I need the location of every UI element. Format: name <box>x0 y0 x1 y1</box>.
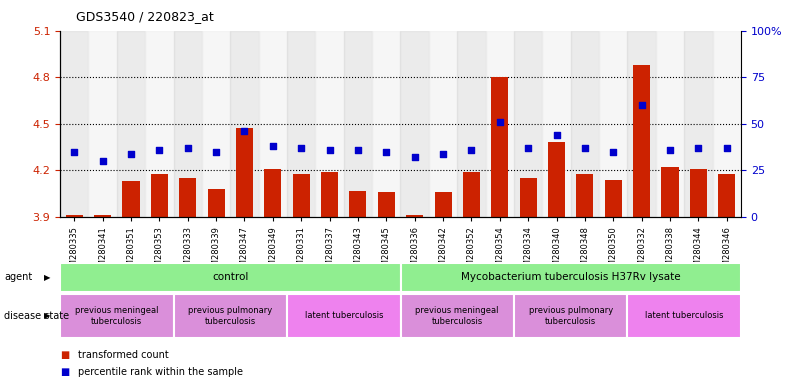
Point <box>295 145 308 151</box>
Point <box>692 145 705 151</box>
Bar <box>321 172 338 384</box>
Bar <box>514 31 542 217</box>
Point <box>607 149 620 155</box>
Point <box>181 145 194 151</box>
Point <box>493 119 506 125</box>
Text: percentile rank within the sample: percentile rank within the sample <box>78 367 243 377</box>
Bar <box>151 174 168 384</box>
Point <box>267 143 280 149</box>
Bar <box>292 174 310 384</box>
Bar <box>457 31 485 217</box>
Bar <box>429 31 457 217</box>
Bar <box>485 31 514 217</box>
Text: transformed count: transformed count <box>78 350 168 360</box>
Text: disease state: disease state <box>4 311 69 321</box>
Bar <box>406 215 423 384</box>
Text: agent: agent <box>4 272 32 283</box>
Text: ▶: ▶ <box>44 311 50 320</box>
Text: ■: ■ <box>60 367 70 377</box>
Text: latent tuberculosis: latent tuberculosis <box>304 311 383 320</box>
Bar <box>349 190 366 384</box>
Text: previous meningeal
tuberculosis: previous meningeal tuberculosis <box>75 306 159 326</box>
Point <box>635 102 648 108</box>
Point <box>68 149 81 155</box>
Point <box>238 128 251 134</box>
Bar <box>259 31 287 217</box>
Bar <box>599 31 627 217</box>
Point <box>96 158 109 164</box>
Point <box>153 147 166 153</box>
Bar <box>548 142 565 384</box>
Point <box>125 151 138 157</box>
Bar <box>627 31 656 217</box>
Bar <box>95 215 111 384</box>
Bar <box>718 174 735 384</box>
Text: previous meningeal
tuberculosis: previous meningeal tuberculosis <box>416 306 499 326</box>
Bar <box>577 174 594 384</box>
Point <box>380 149 392 155</box>
Bar <box>88 31 117 217</box>
Bar <box>690 169 706 384</box>
Point <box>323 147 336 153</box>
Text: control: control <box>212 272 248 283</box>
Bar <box>236 129 253 384</box>
Bar <box>60 31 88 217</box>
Bar <box>605 180 622 384</box>
Text: ▶: ▶ <box>44 273 50 282</box>
Point <box>465 147 478 153</box>
Bar <box>231 31 259 217</box>
Bar <box>66 215 83 384</box>
Bar <box>633 65 650 384</box>
Text: previous pulmonary
tuberculosis: previous pulmonary tuberculosis <box>529 306 613 326</box>
Bar <box>207 189 224 384</box>
Bar <box>117 31 145 217</box>
Bar <box>344 31 372 217</box>
Point <box>550 132 563 138</box>
Text: GDS3540 / 220823_at: GDS3540 / 220823_at <box>76 10 214 23</box>
Bar <box>434 192 452 384</box>
Bar <box>145 31 174 217</box>
Point <box>409 154 421 161</box>
Point <box>663 147 676 153</box>
Bar <box>287 31 316 217</box>
Bar <box>123 181 139 384</box>
Bar <box>542 31 570 217</box>
Bar <box>713 31 741 217</box>
Bar <box>400 31 429 217</box>
Point <box>521 145 534 151</box>
Bar <box>202 31 231 217</box>
Bar <box>520 178 537 384</box>
Bar <box>316 31 344 217</box>
Bar <box>656 31 684 217</box>
Text: latent tuberculosis: latent tuberculosis <box>645 311 723 320</box>
Bar <box>174 31 202 217</box>
Bar <box>179 178 196 384</box>
Point <box>720 145 733 151</box>
Bar <box>684 31 713 217</box>
Text: previous pulmonary
tuberculosis: previous pulmonary tuberculosis <box>188 306 272 326</box>
Bar <box>378 192 395 384</box>
Bar <box>491 77 509 384</box>
Bar <box>463 172 480 384</box>
Bar <box>372 31 400 217</box>
Point <box>352 147 364 153</box>
Point <box>210 149 223 155</box>
Point <box>437 151 449 157</box>
Point <box>578 145 591 151</box>
Text: ■: ■ <box>60 350 70 360</box>
Bar <box>662 167 678 384</box>
Bar <box>570 31 599 217</box>
Text: Mycobacterium tuberculosis H37Rv lysate: Mycobacterium tuberculosis H37Rv lysate <box>461 272 681 283</box>
Bar <box>264 169 281 384</box>
